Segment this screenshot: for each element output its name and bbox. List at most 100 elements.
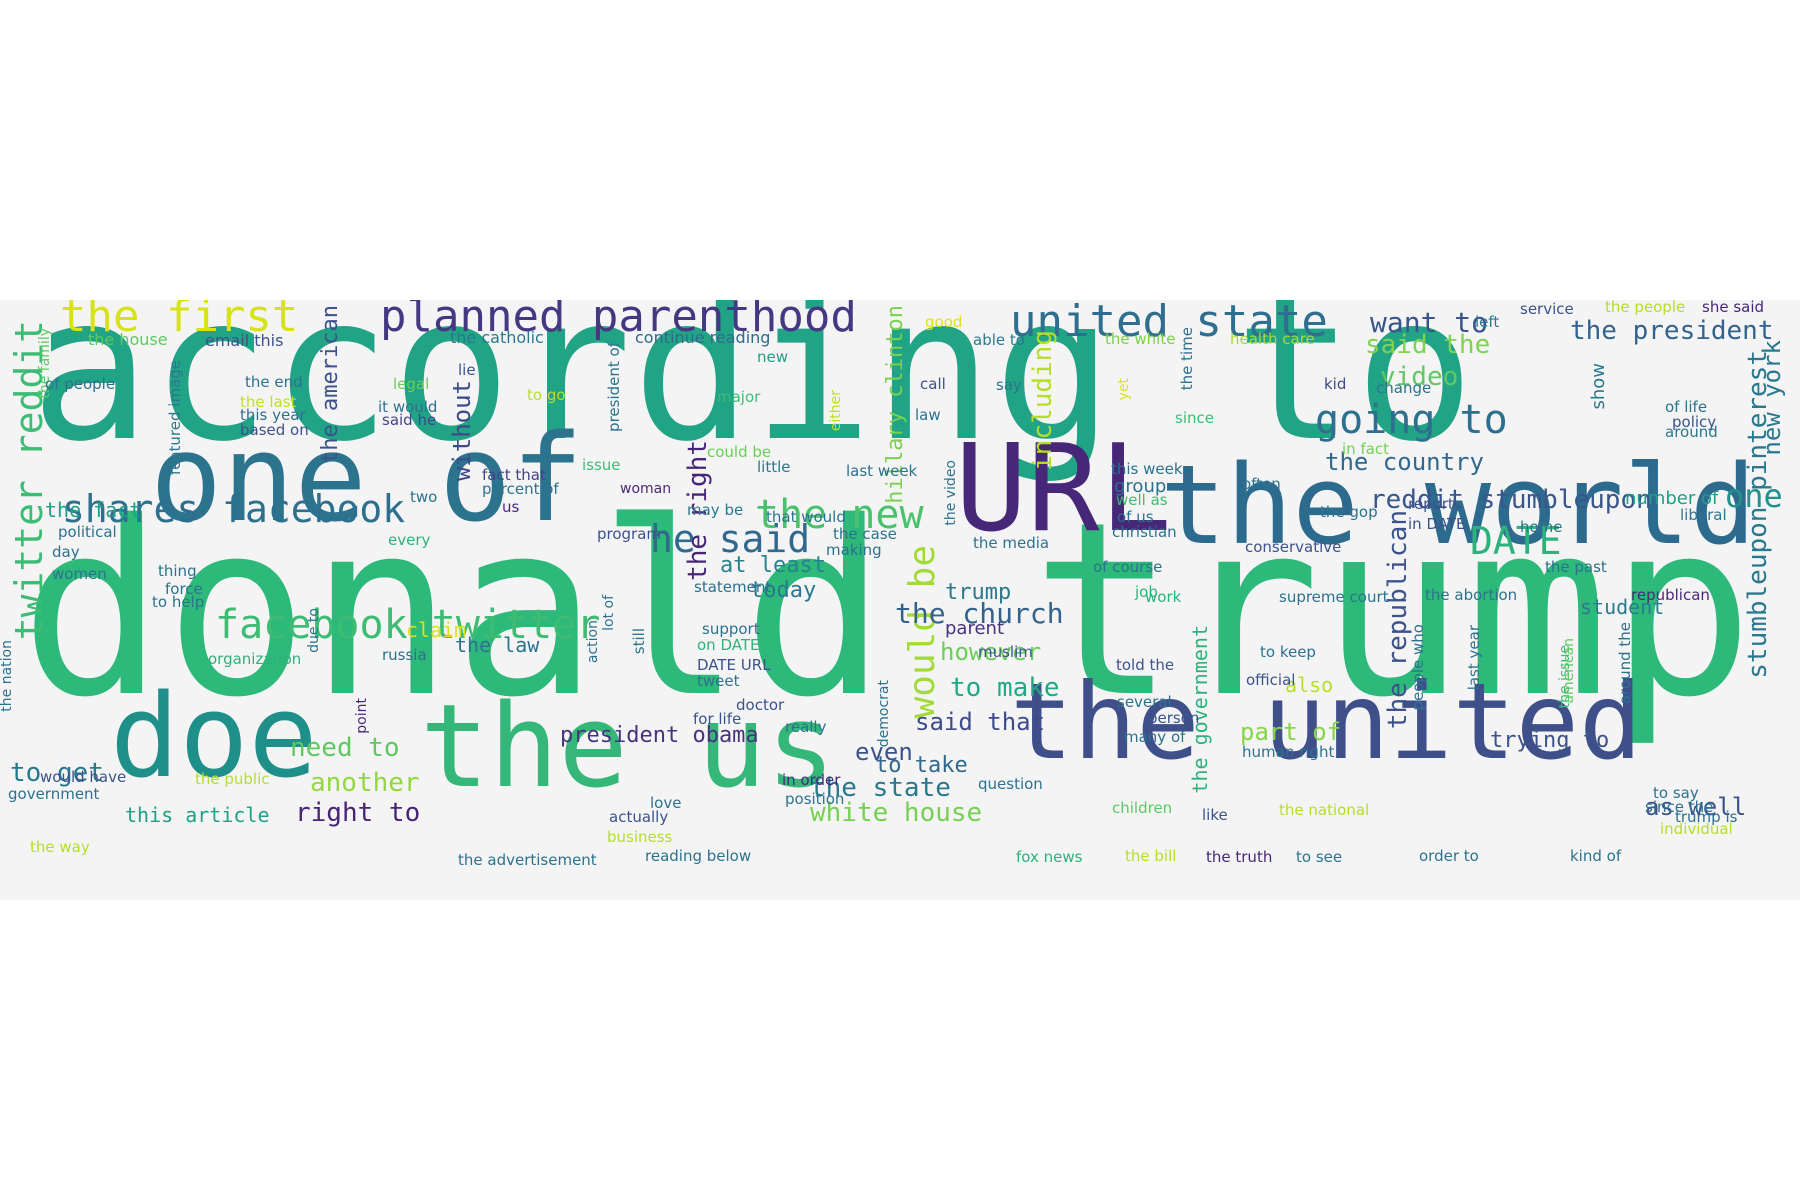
word-the-country: the country	[1325, 448, 1484, 476]
word-since-the: since the	[1645, 798, 1714, 816]
word-several: several	[1117, 693, 1172, 711]
word-organization: organization	[208, 650, 302, 668]
word-muslim: muslim	[978, 643, 1033, 661]
word-continue-reading: continue reading	[635, 328, 771, 347]
word-the-white: the white	[1105, 330, 1176, 348]
word-women: women	[52, 565, 107, 583]
word-the-end: the end	[245, 373, 303, 391]
word-supreme-court: supreme court	[1279, 588, 1389, 606]
word-new: new	[757, 348, 789, 366]
word-planned-parenthood: planned parenthood	[380, 300, 857, 342]
word-good: good	[925, 313, 963, 331]
word-would-be: would be	[902, 545, 943, 719]
word-still: still	[630, 628, 648, 655]
word-according-to: according to	[30, 300, 1475, 486]
word-could-be: could be	[707, 443, 772, 461]
word-featured-image: featured image	[166, 360, 184, 476]
word-left: left	[1475, 313, 1500, 331]
word-since: since	[1175, 409, 1214, 427]
word-show: show	[1588, 363, 1609, 410]
word-the-new: the new	[755, 492, 924, 538]
word-told-the: told the	[1116, 656, 1175, 674]
word-the-way: the way	[30, 838, 90, 856]
word-the-advertisement: the advertisement	[458, 851, 597, 869]
word-including: including	[1028, 330, 1058, 471]
word-tweet: tweet	[697, 672, 740, 690]
word-doe: doe	[110, 670, 318, 804]
word-in-date: in DATE	[1408, 515, 1466, 533]
word-group: group	[1114, 476, 1167, 497]
word-kind-of: kind of	[1570, 847, 1622, 865]
word-making: making	[826, 541, 882, 559]
word-to-help: to help	[152, 593, 205, 611]
word-cloud: according to donald trump one of URL the wor…	[0, 300, 1800, 900]
word-the-case: the case	[833, 525, 897, 543]
word-republican: republican	[1631, 586, 1710, 604]
word-that-would: that would	[766, 508, 846, 526]
word-student: student	[1580, 595, 1665, 619]
word-major: major	[717, 388, 761, 406]
word-well-as: well as	[1116, 491, 1168, 509]
word-based-on: based on	[240, 421, 309, 439]
word-the-president: the president	[1570, 316, 1774, 346]
word-video: video	[1380, 362, 1459, 392]
word-actually: actually	[609, 808, 669, 826]
word-us: us	[502, 498, 520, 516]
word-the-republican: the republican	[1383, 510, 1413, 730]
word-often: often	[1242, 475, 1281, 493]
word-person: person	[1148, 709, 1200, 727]
word-fact-that: fact that	[482, 466, 546, 484]
word-question: question	[978, 775, 1043, 793]
word-on-date: on DATE	[697, 636, 760, 654]
word-the-national: the national	[1279, 801, 1370, 819]
word-the-united: the united	[1010, 661, 1643, 783]
word-official: official	[1246, 671, 1296, 689]
word-statement: statement	[694, 578, 772, 596]
word-the-abortion: the abortion	[1425, 586, 1518, 604]
word-the-church: the church	[895, 597, 1064, 630]
word-the-state: the state	[810, 773, 951, 803]
word-one: one	[1725, 477, 1783, 515]
word-lie: lie	[458, 361, 476, 379]
word-able-to: able to	[973, 331, 1025, 349]
word-kid: kid	[1324, 375, 1347, 393]
word-white-house: white house	[810, 798, 983, 828]
word-action: action	[585, 620, 601, 664]
word-individual: individual	[1660, 820, 1733, 838]
word-may-be: may be	[687, 501, 744, 519]
word-fox-news: fox news	[1016, 848, 1083, 866]
word-the-nation: the nation	[0, 640, 15, 712]
word-last-year: last year	[1465, 625, 1483, 691]
word-to-keep: to keep	[1260, 643, 1316, 661]
word-the-law: the law	[455, 633, 540, 657]
word-said-he: said he	[382, 411, 437, 429]
word-the-video: the video	[943, 460, 959, 526]
word-need-to: need to	[290, 733, 400, 763]
word-he-said: he said	[650, 517, 811, 561]
word-even: even	[855, 738, 913, 766]
word-to-say: to say	[1653, 784, 1699, 802]
word-point: point	[354, 698, 370, 734]
word-to-take: to take	[875, 753, 968, 778]
word-this-week: this week	[1111, 460, 1183, 478]
word-president-of: president of	[605, 342, 623, 432]
word-due-to: due to	[306, 608, 322, 653]
word-claim: claim	[406, 618, 467, 642]
word-date: DATE	[1470, 519, 1562, 563]
word-day: day	[52, 543, 80, 561]
word-the-first: the first	[60, 300, 299, 342]
word-she-said: she said	[1702, 300, 1765, 316]
word-reddit-stumbleupon: reddit stumbleupon	[1370, 485, 1652, 515]
word-the-truth: the truth	[1206, 848, 1273, 866]
word-policy: policy	[1672, 413, 1717, 431]
word-home: home	[1520, 518, 1563, 536]
word-law: law	[915, 406, 941, 424]
word-many-of: many of	[1124, 728, 1186, 746]
word-like: like	[1202, 806, 1228, 824]
word-also: also	[1285, 673, 1334, 697]
word-this-article: this article	[125, 803, 270, 827]
word-today: today	[750, 578, 817, 603]
word-two: two	[410, 488, 438, 506]
word-said-that: said that	[915, 708, 1046, 736]
word-want-to: want to	[1370, 306, 1489, 339]
